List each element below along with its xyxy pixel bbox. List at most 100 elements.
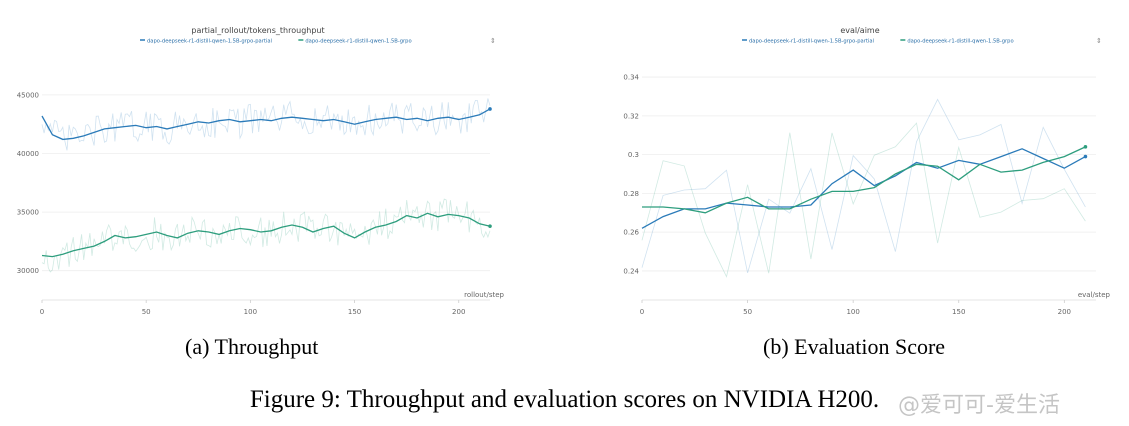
x-tick-label: 0: [40, 308, 44, 316]
raw-trace-1: [641, 122, 1086, 278]
data-point-s0: [375, 119, 376, 120]
chart-title: partial_rollout/tokens_throughput: [191, 26, 324, 35]
data-point-s0: [479, 114, 480, 115]
y-tick-label: 40000: [17, 150, 39, 158]
data-point-s0: [416, 118, 417, 119]
data-point-s0: [73, 138, 74, 139]
x-axis-label: rollout/step: [464, 291, 504, 299]
data-point-s0: [62, 139, 63, 140]
data-point-s1: [488, 224, 492, 228]
data-point-s0: [177, 126, 178, 127]
data-point-s0: [187, 124, 188, 125]
throughput-chart: partial_rollout/tokens_throughput dapo-de…: [8, 18, 508, 320]
legend: dapo-deepseek-r1-distill-qwen-1.5B-grpo-…: [742, 39, 1014, 45]
data-point-s1: [323, 228, 324, 229]
data-point-s1: [916, 164, 917, 165]
data-point-s1: [208, 231, 209, 232]
data-point-s1: [406, 215, 407, 216]
data-point-s0: [1064, 168, 1065, 169]
data-point-s0: [135, 125, 136, 126]
data-point-s1: [705, 212, 706, 213]
data-point-s1: [810, 199, 811, 200]
data-point-s1: [1043, 162, 1044, 163]
data-point-s0: [333, 119, 334, 120]
data-point-s1: [641, 206, 642, 207]
data-point-s1: [302, 227, 303, 228]
data-point-s0: [260, 119, 261, 120]
data-point-s1: [281, 227, 282, 228]
series-line-1: [41, 212, 491, 258]
series-line-1: [642, 146, 1086, 214]
data-point-s0: [853, 170, 854, 171]
data-point-s1: [1083, 145, 1088, 149]
data-point-s1: [354, 237, 355, 238]
data-point-s0: [958, 160, 959, 161]
data-point-s0: [104, 128, 105, 129]
data-point-s0: [364, 121, 365, 122]
caption-throughput: (a) Throughput: [185, 334, 319, 359]
eval-score-chart: eval/aime dapo-deepseek-r1-distill-qwen-1…: [610, 18, 1110, 320]
raw-trace-0: [41, 98, 491, 151]
x-tick-label: 100: [244, 308, 257, 316]
data-point-s1: [291, 224, 292, 225]
data-point-s0: [198, 121, 199, 122]
data-point-s1: [937, 166, 938, 167]
data-point-s1: [41, 255, 42, 256]
data-point-s1: [479, 223, 480, 224]
data-point-s1: [93, 245, 94, 246]
data-point-s1: [1064, 156, 1065, 157]
y-tick-label: 0.34: [623, 74, 639, 82]
data-point-s0: [385, 118, 386, 119]
data-point-s1: [396, 221, 397, 222]
legend-label-1: dapo-deepseek-r1-distill-qwen-1.5B-grpo: [907, 39, 1013, 45]
y-tick-label: 0.3: [628, 151, 639, 159]
data-point-s0: [1083, 154, 1088, 159]
data-point-s0: [469, 117, 470, 118]
data-point-s1: [768, 208, 769, 209]
x-tick-label: 100: [846, 308, 859, 316]
data-point-s0: [312, 119, 313, 120]
data-point-s0: [52, 134, 53, 135]
data-point-s0: [271, 120, 272, 121]
chart-menu-icon: ⇕: [1096, 37, 1102, 45]
data-point-s1: [83, 248, 84, 249]
data-point-s1: [726, 202, 727, 203]
data-point-s0: [83, 135, 84, 136]
x-tick-label: 50: [142, 308, 151, 316]
data-point-s0: [1000, 156, 1001, 157]
data-point-s0: [125, 126, 126, 127]
x-tick-label: 150: [348, 308, 361, 316]
data-point-s0: [831, 183, 832, 184]
y-tick-label: 0.24: [623, 267, 639, 275]
data-point-s1: [125, 237, 126, 238]
x-tick-label: 50: [743, 308, 752, 316]
throughput-chart-svg: partial_rollout/tokens_throughput dapo-de…: [17, 26, 505, 316]
data-point-s0: [250, 120, 251, 121]
data-point-s0: [229, 119, 230, 120]
data-point-s1: [747, 197, 748, 198]
data-point-s1: [1021, 170, 1022, 171]
data-point-s0: [354, 124, 355, 125]
data-point-s0: [239, 121, 240, 122]
data-point-s0: [406, 119, 407, 120]
data-point-s1: [831, 191, 832, 192]
data-point-s1: [135, 236, 136, 237]
data-point-s1: [416, 217, 417, 218]
legend-label-0: dapo-deepseek-r1-distill-qwen-1.5B-grpo-…: [147, 39, 272, 45]
data-point-s0: [916, 162, 917, 163]
data-point-s1: [375, 227, 376, 228]
data-point-s0: [41, 115, 42, 116]
x-tick-label: 0: [640, 308, 644, 316]
y-tick-label: 0.28: [623, 190, 639, 198]
series-line-0: [41, 108, 491, 141]
data-point-s1: [684, 208, 685, 209]
series-line-0: [641, 148, 1086, 229]
data-point-s1: [364, 231, 365, 232]
data-point-s0: [448, 117, 449, 118]
raw-trace-1: [41, 198, 491, 273]
data-point-s1: [853, 191, 854, 192]
data-point-s0: [768, 206, 769, 207]
data-point-s1: [874, 187, 875, 188]
legend-label-0: dapo-deepseek-r1-distill-qwen-1.5B-grpo-…: [749, 39, 874, 45]
y-tick-label: 30000: [17, 267, 39, 275]
